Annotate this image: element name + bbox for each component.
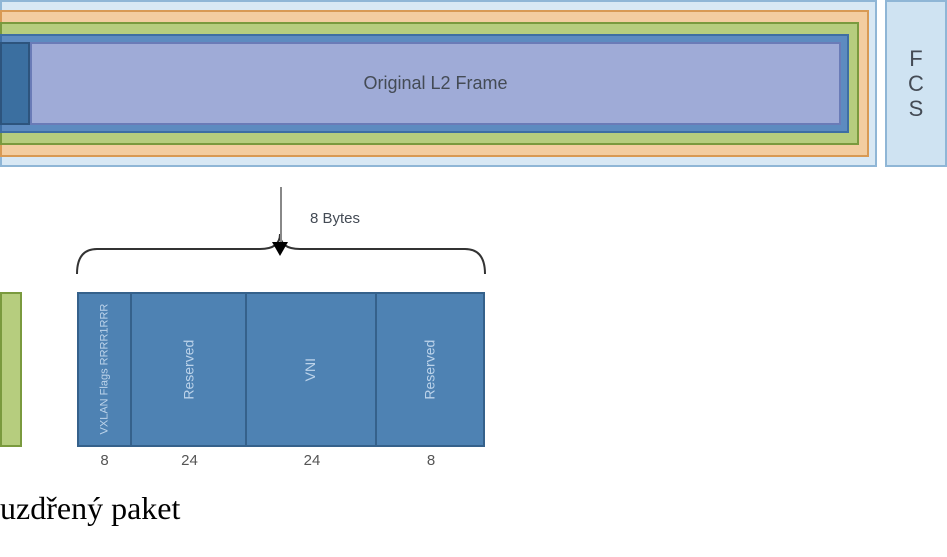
header-segment: VNI xyxy=(247,292,377,447)
layer-inner-l2frame: Original L2 Frame xyxy=(30,42,841,125)
bit-width-label: 8 xyxy=(77,452,132,469)
header-segment: Reserved xyxy=(377,292,485,447)
bytes-label: 8 Bytes xyxy=(310,210,360,227)
prev-header-stub xyxy=(0,292,22,447)
bit-width-label: 24 xyxy=(132,452,247,469)
fcs-label: F C S xyxy=(908,46,924,122)
figure-caption: uzdřený paket xyxy=(0,490,180,527)
connector-area: 8 Bytes xyxy=(0,167,947,257)
bit-width-label: 8 xyxy=(377,452,485,469)
inner-frame-label: Original L2 Frame xyxy=(363,73,507,94)
header-segment: VXLAN Flags RRRR1RRR xyxy=(77,292,132,447)
header-segment-label: VXLAN Flags RRRR1RRR xyxy=(98,304,110,435)
fcs-box: F C S xyxy=(885,0,947,167)
header-segment-label: Reserved xyxy=(181,340,196,400)
layer-dark-stub xyxy=(0,42,30,125)
bit-width-label: 24 xyxy=(247,452,377,469)
header-segment-label: Reserved xyxy=(422,340,437,400)
header-segment-label: VNI xyxy=(303,358,318,381)
vxlan-header-breakdown: VXLAN Flags RRRR1RRR Reserved VNI Reserved xyxy=(0,292,485,447)
arrow-icon xyxy=(272,242,288,256)
header-segment: Reserved xyxy=(132,292,247,447)
encapsulation-frame: Original L2 Frame F C S xyxy=(0,0,947,167)
